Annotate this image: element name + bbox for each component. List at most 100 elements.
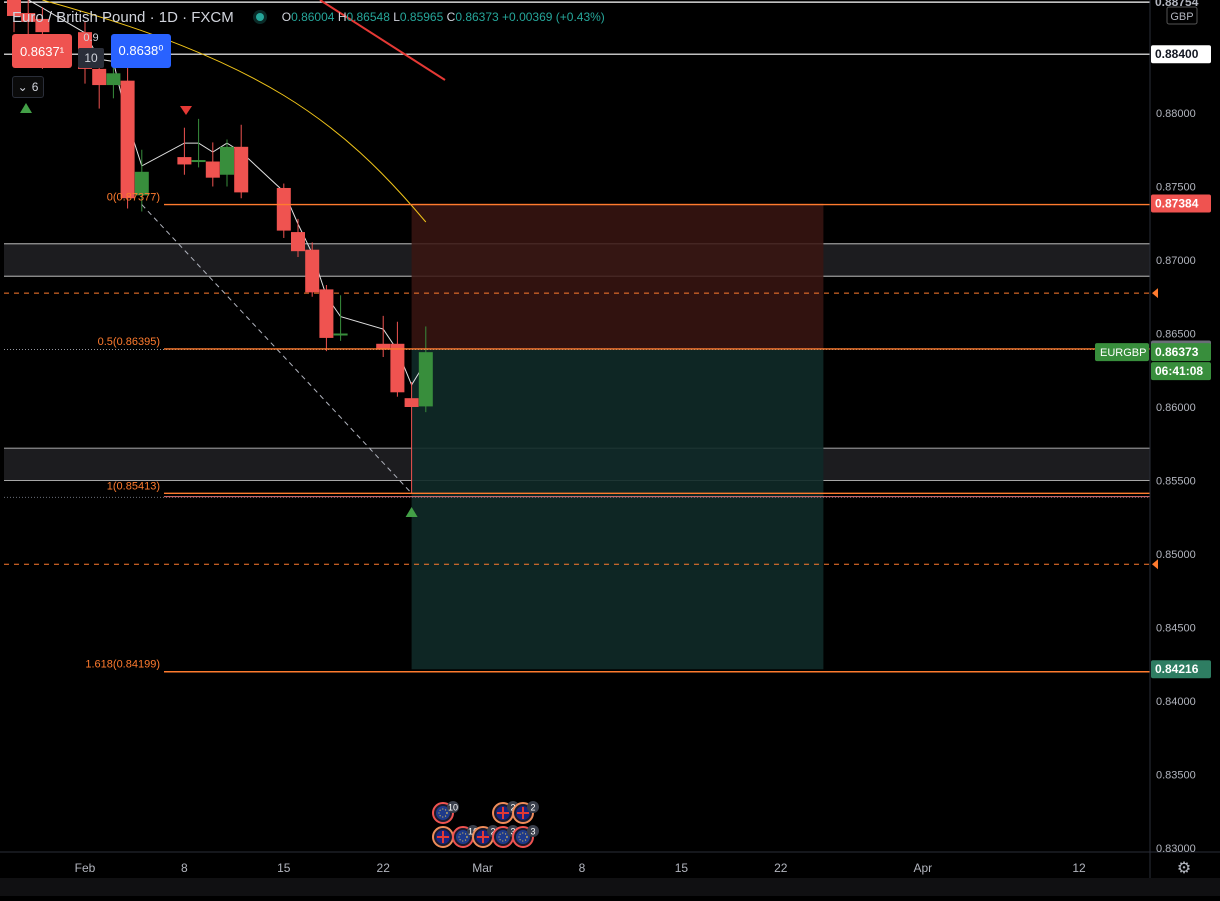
- candle-body[interactable]: [276, 187, 291, 231]
- currency-label[interactable]: GBP: [1170, 11, 1193, 23]
- price-label-text: 0.84216: [1155, 662, 1199, 676]
- time-tick-label: 22: [774, 861, 788, 875]
- market-status-icon: [255, 13, 264, 21]
- symbol-tag-box: [1095, 343, 1149, 362]
- price-tick-label: 0.88000: [1156, 108, 1196, 120]
- symbol-title[interactable]: Euro / British Pound · 1D · FXCM: [12, 8, 234, 26]
- alert-marker-icon[interactable]: [1152, 559, 1158, 570]
- candle-body[interactable]: [120, 80, 135, 199]
- fib-level-label: 1(0.85413): [107, 480, 160, 492]
- position-target-zone[interactable]: [411, 349, 824, 670]
- alert-marker-icon[interactable]: [1152, 288, 1158, 299]
- event-count-text: 2: [530, 803, 535, 813]
- time-tick-label: 8: [181, 861, 188, 875]
- event-count-badge: [527, 801, 539, 813]
- event-count-text: 2: [510, 803, 515, 813]
- candle-body[interactable]: [404, 398, 419, 407]
- price-label-box: [1151, 343, 1211, 362]
- eu-flag-icon: [496, 830, 510, 844]
- time-tick-label: 12: [1072, 861, 1086, 875]
- symbol-tag-text: EURGBP: [1100, 347, 1146, 359]
- candle-body[interactable]: [106, 73, 121, 86]
- eu-flag-icon: [516, 830, 530, 844]
- price-label-box: [1151, 194, 1211, 213]
- price-tick-label: 0.83000: [1156, 843, 1196, 855]
- sell-signal-icon[interactable]: [180, 106, 192, 115]
- currency-box: [1166, 6, 1198, 25]
- event-count-text: 2: [490, 827, 495, 837]
- price-label-text: 0.86373: [1155, 345, 1199, 359]
- event-count-text: 3: [510, 827, 515, 837]
- price-label-text: 0.88400: [1155, 47, 1199, 61]
- candle-body[interactable]: [7, 0, 21, 16]
- chart-header: Euro / British Pound · 1D · FXCM O0.8600…: [0, 6, 605, 28]
- buy-signal-icon[interactable]: [405, 507, 418, 517]
- ma-mid-line[interactable]: [42, 0, 427, 223]
- time-tick-label: 15: [675, 861, 689, 875]
- eu-stars: [458, 832, 468, 842]
- candle-body[interactable]: [177, 157, 192, 165]
- fib-level-label: 1.618(0.84199): [85, 659, 160, 671]
- gear-icon[interactable]: ⚙: [1177, 860, 1191, 877]
- price-tick-label: 0.87500: [1156, 182, 1196, 194]
- candle-body[interactable]: [418, 352, 433, 407]
- quantity-field[interactable]: 10: [78, 48, 104, 68]
- change-value: +0.00369 (+0.43%): [502, 10, 605, 24]
- candle-body[interactable]: [319, 289, 334, 338]
- eu-flag-icon: [436, 806, 450, 820]
- high-value: 0.86548: [346, 10, 390, 24]
- candle-body[interactable]: [35, 18, 50, 33]
- price-tick-label: 0.87000: [1156, 255, 1196, 267]
- time-tick-label: Feb: [75, 861, 96, 875]
- candle-body[interactable]: [205, 161, 220, 178]
- candle-body[interactable]: [305, 249, 320, 293]
- bottom-toolbar: [0, 878, 1220, 896]
- candle-body[interactable]: [234, 146, 249, 193]
- price-label-text: 0.88754: [1155, 0, 1199, 9]
- position-stop-zone[interactable]: [411, 203, 824, 350]
- price-tick-label: 0.86500: [1156, 329, 1196, 341]
- candle-body[interactable]: [220, 146, 234, 175]
- low-value: 0.85965: [399, 10, 444, 24]
- chevron-down-icon: ⌄: [17, 80, 28, 94]
- candle-body[interactable]: [291, 232, 305, 252]
- candle-body[interactable]: [390, 343, 405, 393]
- candle-body[interactable]: [92, 68, 107, 86]
- time-tick-label: 22: [377, 861, 391, 875]
- buy-button[interactable]: 0.8638⁰: [111, 34, 171, 68]
- candle-body[interactable]: [134, 171, 149, 196]
- event-count-text: 3: [530, 827, 535, 837]
- ma-fast-line[interactable]: [14, 0, 427, 387]
- event-count-badge: [527, 825, 539, 837]
- ma-slow-line[interactable]: [319, 0, 446, 81]
- price-tick-label: 0.83500: [1156, 770, 1196, 782]
- fib-trendline[interactable]: [141, 204, 412, 494]
- indicators-count: 6: [31, 80, 39, 94]
- candle-body[interactable]: [191, 160, 206, 163]
- eu-stars: [498, 832, 508, 842]
- time-tick-label: 15: [277, 861, 291, 875]
- indicators-toggle[interactable]: ⌄ 6: [12, 76, 44, 98]
- price-tick-label: 0.85000: [1156, 549, 1196, 561]
- sell-button[interactable]: 0.8637¹: [12, 34, 72, 68]
- candle-body[interactable]: [376, 343, 391, 350]
- candle-body[interactable]: [333, 333, 348, 336]
- eu-stars: [438, 808, 448, 818]
- eu-flag-icon: [456, 830, 470, 844]
- time-tick-label: Apr: [913, 861, 932, 875]
- countdown-text: 06:41:08: [1155, 364, 1203, 378]
- time-tick-label: 8: [579, 861, 586, 875]
- price-tick-label: 0.86000: [1156, 402, 1196, 414]
- buy-signal-icon[interactable]: [20, 103, 32, 113]
- price-tick-label: 0.84500: [1156, 623, 1196, 635]
- candle-body[interactable]: [21, 13, 36, 22]
- price-label-text: 0.87384: [1155, 197, 1199, 211]
- event-count-badge: [447, 801, 459, 813]
- price-label-box: [1151, 660, 1211, 679]
- time-tick-label: Mar: [472, 861, 493, 875]
- open-value: 0.86004: [291, 10, 335, 24]
- price-tick-label: 0.85500: [1156, 476, 1196, 488]
- countdown-box: [1151, 362, 1211, 381]
